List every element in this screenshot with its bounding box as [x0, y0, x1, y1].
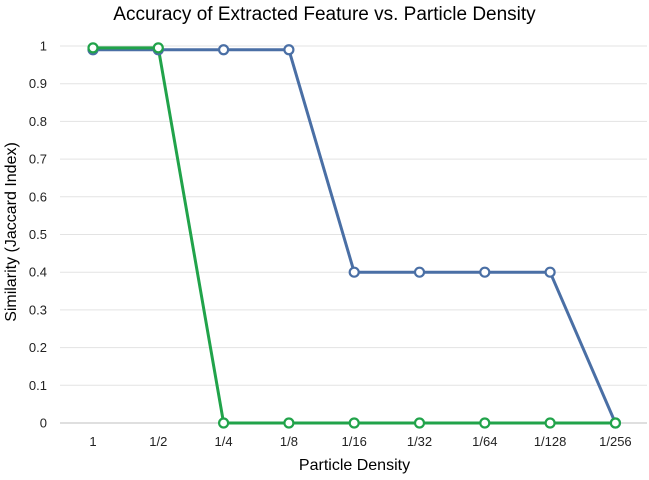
- x-axis-label: Particle Density: [298, 457, 411, 474]
- series-2-point: [283, 417, 295, 429]
- y-tick-label: 0.3: [29, 302, 47, 317]
- x-tick-label: 1: [89, 434, 96, 449]
- y-tick-label: 0.1: [29, 378, 47, 393]
- y-tick-label: 0.5: [29, 227, 47, 242]
- x-tick-label: 1/16: [342, 434, 367, 449]
- series-1-point: [413, 266, 426, 278]
- series-1-point: [283, 44, 295, 56]
- series-1-point: [218, 44, 230, 56]
- x-tick-label: 1/64: [472, 434, 497, 449]
- x-tick-label: 1/8: [280, 434, 298, 449]
- series-1-point: [348, 266, 360, 278]
- y-tick-label: 0.7: [29, 152, 47, 167]
- x-tick-label: 1/32: [407, 434, 432, 449]
- chart-title: Accuracy of Extracted Feature vs. Partic…: [113, 4, 536, 25]
- series-2-point: [479, 417, 491, 429]
- x-tick-label: 1/256: [599, 434, 632, 449]
- x-tick-label: 1/4: [215, 434, 233, 449]
- series-line-2: [93, 46, 616, 425]
- series-1-point: [479, 266, 491, 278]
- series-2-point: [609, 417, 622, 429]
- series-2-point: [218, 417, 230, 429]
- x-tick-label: 1/2: [149, 434, 167, 449]
- y-tick-label: 0.8: [29, 114, 47, 129]
- series-2-point: [87, 42, 99, 54]
- series-2-point: [152, 42, 164, 54]
- y-tick-label: 0.2: [29, 340, 47, 355]
- series-1-point: [544, 266, 556, 278]
- y-tick-label: 0.6: [29, 189, 47, 204]
- y-tick-label: 1: [40, 39, 47, 54]
- series-line-1: [93, 48, 617, 424]
- y-tick-label: 0.9: [29, 76, 47, 91]
- series-2-point: [413, 417, 426, 429]
- y-tick-label: 0.4: [29, 265, 47, 280]
- x-tick-label: 1/128: [534, 434, 567, 449]
- series-2-point: [348, 417, 360, 429]
- y-tick-label: 0: [40, 416, 47, 431]
- series-2-point: [544, 417, 556, 429]
